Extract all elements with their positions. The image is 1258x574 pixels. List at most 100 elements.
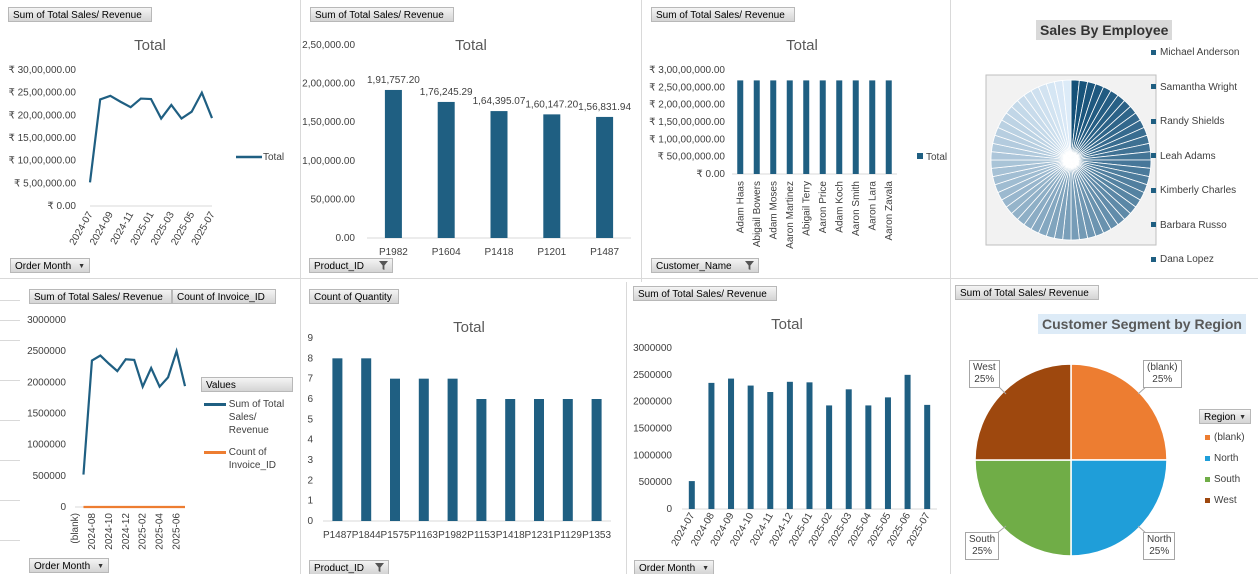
bar bbox=[447, 378, 458, 521]
bar bbox=[728, 378, 735, 509]
data-label: 1,56,831.94 bbox=[578, 102, 631, 113]
product-id-filter[interactable]: Product_ID bbox=[309, 258, 393, 273]
filter-icon bbox=[745, 261, 754, 270]
y-tick-label: 1,00,000.00 bbox=[302, 156, 355, 167]
value-field-button[interactable]: Sum of Total Sales/ Revenue bbox=[310, 7, 454, 22]
value-field-button[interactable]: Sum of Total Sales/ Revenue bbox=[651, 7, 795, 22]
x-tick-label: Adam Haas bbox=[735, 181, 746, 233]
value-field-button[interactable]: Count of Quantity bbox=[309, 289, 399, 304]
y-tick-label: 0.00 bbox=[336, 233, 356, 244]
legend-item: Michael Anderson bbox=[1151, 47, 1240, 58]
chart-title: Total bbox=[453, 319, 485, 336]
y-tick-label: 2500000 bbox=[27, 346, 66, 357]
bar bbox=[826, 405, 833, 509]
order-month-filter[interactable]: Order Month bbox=[29, 558, 109, 573]
legend-item: Samantha Wright bbox=[1151, 82, 1237, 93]
x-tick-label: P1129 bbox=[554, 530, 583, 541]
filter-icon bbox=[375, 563, 384, 572]
chart-title: Total bbox=[786, 37, 818, 54]
y-tick-label: 50,000.00 bbox=[311, 194, 356, 205]
y-tick-label: 2000000 bbox=[27, 377, 66, 388]
y-tick-label: ₹ 0.00 bbox=[47, 201, 76, 212]
line-chart: Total ₹ 0.00 ₹ 5,00,000.00 ₹ 10,00,000.00 ₹ … bbox=[8, 37, 284, 247]
chart-title: Customer Segment by Region bbox=[1038, 314, 1246, 334]
x-tick-label: P1982 bbox=[379, 247, 408, 258]
x-tick-label: Abigail Bowers bbox=[752, 181, 763, 247]
customer-name-filter[interactable]: Customer_Name bbox=[651, 258, 759, 273]
x-tick-label: 2025-06 bbox=[172, 513, 183, 550]
chart-title: Sales By Employee bbox=[1036, 20, 1173, 40]
bar bbox=[885, 80, 892, 174]
panel-customer-bar: Sum of Total Sales/ Revenue Total ₹ 0.00 ₹… bbox=[642, 0, 950, 278]
employee-pie-chart bbox=[985, 74, 1157, 246]
chart-title: Total bbox=[771, 316, 803, 333]
chart-title: Total bbox=[134, 37, 166, 54]
y-tick-label: 2,50,000.00 bbox=[302, 40, 355, 51]
line-chart: 0 500000 1000000 1500000 2000000 2500000 30000… bbox=[27, 315, 187, 550]
pie-slice-west bbox=[974, 363, 1072, 461]
x-tick-label: Adam Moses bbox=[768, 181, 779, 239]
value-field-button[interactable]: Sum of Total Sales/ Revenue bbox=[633, 286, 777, 301]
y-tick-label: ₹ 20,00,000.00 bbox=[8, 110, 76, 121]
y-tick-label: ₹ 2,00,00,000.00 bbox=[649, 100, 725, 111]
y-tick-label: ₹ 2,50,00,000.00 bbox=[649, 82, 725, 93]
bar-chart: Total ₹ 0.00 ₹ 50,00,000.00 ₹ 1,00,00,000.0… bbox=[649, 37, 947, 249]
x-tick-label: P1353 bbox=[582, 530, 611, 541]
value-field-button[interactable]: Sum of Total Sales/ Revenue bbox=[955, 285, 1099, 300]
data-label: 1,91,757.20 bbox=[367, 75, 420, 86]
order-month-filter[interactable]: Order Month bbox=[634, 560, 714, 574]
legend-item: Barbara Russo bbox=[1151, 220, 1227, 231]
panel-sales-by-month-line: Sum of Total Sales/ Revenue Total ₹ 0.00 ₹… bbox=[0, 0, 300, 278]
pie-label-south: South 25% bbox=[965, 532, 1000, 560]
region-pie-chart bbox=[974, 363, 1168, 557]
x-tick-label: Aaron Zavala bbox=[884, 181, 895, 241]
panel-sales-and-count-line: Sum of Total Sales/ Revenue Count of Inv… bbox=[20, 282, 300, 574]
legend-item: Leah Adams bbox=[1151, 151, 1216, 162]
bar bbox=[924, 404, 931, 509]
bar bbox=[884, 397, 891, 509]
bar bbox=[836, 80, 843, 174]
bar bbox=[786, 80, 793, 174]
x-tick-label: (blank) bbox=[70, 513, 81, 544]
bar bbox=[786, 381, 793, 509]
product-id-filter[interactable]: Product_ID bbox=[309, 560, 389, 574]
bar bbox=[688, 481, 695, 509]
bar bbox=[708, 382, 715, 509]
y-tick-label: 6 bbox=[307, 394, 313, 405]
bar bbox=[904, 374, 911, 509]
y-tick-label: 2000000 bbox=[633, 397, 672, 408]
bar bbox=[819, 80, 826, 174]
value-field-button[interactable]: Sum of Total Sales/ Revenue bbox=[8, 7, 152, 22]
y-tick-label: ₹ 5,00,000.00 bbox=[14, 178, 76, 189]
y-tick-label: 4 bbox=[307, 435, 313, 446]
legend-marker-total bbox=[917, 153, 923, 159]
region-filter[interactable]: Region bbox=[1199, 409, 1251, 424]
bar bbox=[534, 399, 544, 521]
y-tick-label: 9 bbox=[307, 333, 313, 344]
y-tick-label: 1,50,000.00 bbox=[302, 117, 355, 128]
y-tick-label: 1500000 bbox=[633, 424, 672, 435]
bar-chart: Total 0.00 50,000.00 1,00,000.00 1,50,000.00… bbox=[302, 37, 631, 258]
bar bbox=[543, 114, 561, 238]
legend-item-count: Count of Invoice_ID bbox=[204, 446, 276, 472]
bar bbox=[770, 80, 777, 174]
y-tick-label: ₹ 30,00,000.00 bbox=[8, 65, 76, 76]
bar bbox=[845, 389, 852, 509]
order-month-filter[interactable]: Order Month bbox=[10, 258, 90, 273]
bar bbox=[384, 89, 402, 238]
x-tick-label: Aaron Price bbox=[818, 181, 829, 234]
x-tick-label: P1844 bbox=[352, 530, 381, 541]
bar bbox=[361, 358, 372, 521]
x-tick-label: P1163 bbox=[410, 530, 439, 541]
value-field-button-sales[interactable]: Sum of Total Sales/ Revenue bbox=[29, 289, 172, 304]
customer-name-filter-label: Customer_Name bbox=[656, 261, 732, 272]
pie-slice bbox=[1062, 79, 1072, 161]
y-tick-label: 7 bbox=[307, 374, 313, 385]
bar-chart: Total 0 500000 1000000 1500000 2000000 2500000… bbox=[633, 316, 937, 548]
product-id-filter-label: Product_ID bbox=[314, 563, 365, 574]
panel-monthly-sales-bar: Sum of Total Sales/ Revenue Total 0 500000… bbox=[627, 282, 950, 574]
value-field-button-count[interactable]: Count of Invoice_ID bbox=[172, 289, 276, 304]
y-tick-label: 0 bbox=[666, 504, 672, 515]
y-tick-label: 2,00,000.00 bbox=[302, 79, 355, 90]
y-tick-label: 8 bbox=[307, 353, 313, 364]
